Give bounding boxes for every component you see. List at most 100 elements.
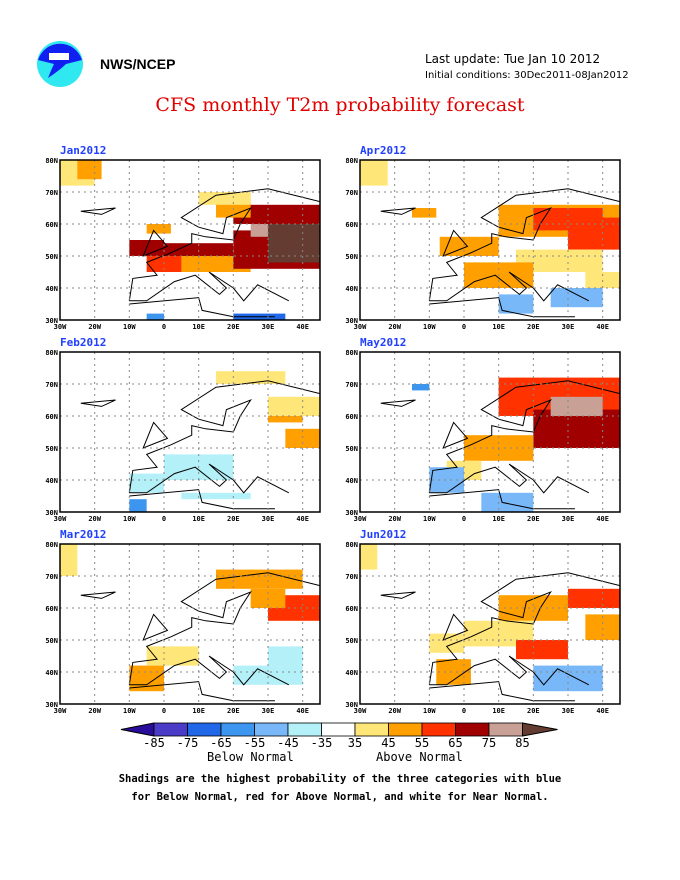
lat-tick-label: 80N — [45, 541, 58, 549]
lon-tick-label: 20W — [388, 707, 401, 715]
probability-shading — [516, 249, 603, 272]
lon-tick-label: 20W — [88, 515, 101, 523]
lon-tick-label: 30W — [54, 707, 67, 715]
lat-tick-label: 60N — [45, 221, 58, 229]
lat-tick-label: 30N — [45, 317, 58, 325]
lon-tick-label: 0 — [462, 323, 466, 331]
colorbar-cell — [153, 722, 188, 737]
coastline — [80, 572, 321, 702]
lat-tick-label: 70N — [45, 189, 58, 197]
colorbar-cell — [488, 722, 523, 737]
lat-tick-label: 70N — [45, 573, 58, 581]
probability-shading — [129, 473, 164, 493]
colorbar-tick-label: 65 — [448, 736, 462, 750]
probability-shading — [516, 640, 568, 660]
coastline — [80, 380, 321, 510]
probability-shading — [233, 204, 320, 224]
colorbar-cell — [354, 722, 389, 737]
colorbar-tick-label: 45 — [381, 736, 395, 750]
map-frame — [59, 351, 321, 513]
coastline — [380, 380, 621, 510]
colorbar-tick-label: -85 — [143, 736, 165, 750]
forecast-map-panel: 30W 20W 10W 0 10E 20E 30E 40E 30N 40N 50N 60N 70N 80N — [345, 349, 621, 523]
lon-tick-label: 20W — [88, 323, 101, 331]
lon-tick-label: 10E — [192, 707, 205, 715]
lat-tick-label: 80N — [45, 349, 58, 357]
lat-tick-label: 60N — [45, 413, 58, 421]
lon-tick-label: 20W — [388, 323, 401, 331]
lon-tick-label: 30E — [562, 515, 575, 523]
probability-shading — [146, 256, 192, 272]
forecast-map-panel: 30W 20W 10W 0 10E 20E 30E 40E 30N 40N 50N 60N 70N 80N — [345, 541, 621, 715]
lon-tick-label: 30E — [562, 323, 575, 331]
lat-tick-label: 50N — [345, 253, 358, 261]
colorbar-low-arrow — [120, 722, 155, 737]
colorbar-cell — [220, 722, 255, 737]
lon-tick-label: 30E — [262, 707, 275, 715]
colorbar-cell — [388, 722, 423, 737]
lon-tick-label: 30W — [354, 707, 367, 715]
colorbar-cell — [321, 722, 356, 737]
map-frame — [359, 351, 621, 513]
probability-shading — [429, 467, 464, 493]
lat-tick-label: 80N — [45, 157, 58, 165]
above-normal-label: Above Normal — [376, 750, 463, 764]
probability-shading — [412, 384, 430, 391]
lon-tick-label: 30E — [262, 515, 275, 523]
coastline — [380, 188, 621, 318]
colorbar-cell — [187, 722, 222, 737]
lon-tick-label: 20W — [88, 707, 101, 715]
probability-shading — [285, 428, 320, 448]
lat-tick-label: 40N — [45, 477, 58, 485]
lat-tick-label: 40N — [345, 477, 358, 485]
probability-shading — [360, 544, 378, 570]
lon-tick-label: 30E — [262, 323, 275, 331]
colorbar-tick-label: -65 — [210, 736, 232, 750]
noaa-logo — [37, 41, 83, 87]
lon-tick-label: 40E — [596, 707, 609, 715]
lat-tick-label: 60N — [345, 221, 358, 229]
probability-shading — [146, 646, 199, 666]
probability-shading — [550, 396, 603, 416]
lon-tick-label: 10E — [192, 515, 205, 523]
lon-tick-label: 10W — [123, 323, 136, 331]
probability-shading — [77, 160, 102, 180]
lon-tick-label: 20E — [227, 323, 240, 331]
lat-tick-label: 30N — [345, 701, 358, 709]
lon-tick-label: 0 — [162, 323, 166, 331]
org-name: NWS/NCEP — [100, 56, 176, 72]
lon-tick-label: 10W — [123, 515, 136, 523]
lat-tick-label: 70N — [345, 189, 358, 197]
note-line-1: Shadings are the highest probability of … — [118, 773, 562, 785]
lat-tick-label: 40N — [45, 669, 58, 677]
map-frame — [59, 159, 321, 321]
colorbar-tick-label: 85 — [515, 736, 529, 750]
probability-shading — [129, 499, 147, 512]
lat-tick-label: 70N — [345, 573, 358, 581]
lon-tick-label: 20E — [227, 515, 240, 523]
lat-tick-label: 60N — [45, 605, 58, 613]
lat-tick-label: 40N — [45, 285, 58, 293]
probability-shading — [550, 288, 603, 308]
lat-tick-label: 30N — [45, 509, 58, 517]
lat-tick-label: 70N — [345, 381, 358, 389]
lat-tick-label: 40N — [345, 285, 358, 293]
lon-tick-label: 10E — [192, 323, 205, 331]
colorbar-high-arrow — [522, 722, 558, 737]
probability-shading — [198, 192, 251, 205]
below-normal-label: Below Normal — [207, 750, 294, 764]
lon-tick-label: 0 — [462, 515, 466, 523]
probability-shading — [129, 665, 164, 692]
lon-tick-label: 10W — [123, 707, 136, 715]
lon-tick-label: 40E — [596, 323, 609, 331]
lat-tick-label: 50N — [345, 445, 358, 453]
lat-tick-label: 80N — [345, 541, 358, 549]
colorbar-cell — [455, 722, 490, 737]
probability-shading — [412, 208, 437, 218]
probability-shading — [233, 665, 303, 685]
probability-shading — [164, 243, 234, 256]
lat-tick-label: 50N — [45, 445, 58, 453]
lon-tick-label: 10E — [492, 515, 505, 523]
probability-shading — [146, 313, 164, 320]
